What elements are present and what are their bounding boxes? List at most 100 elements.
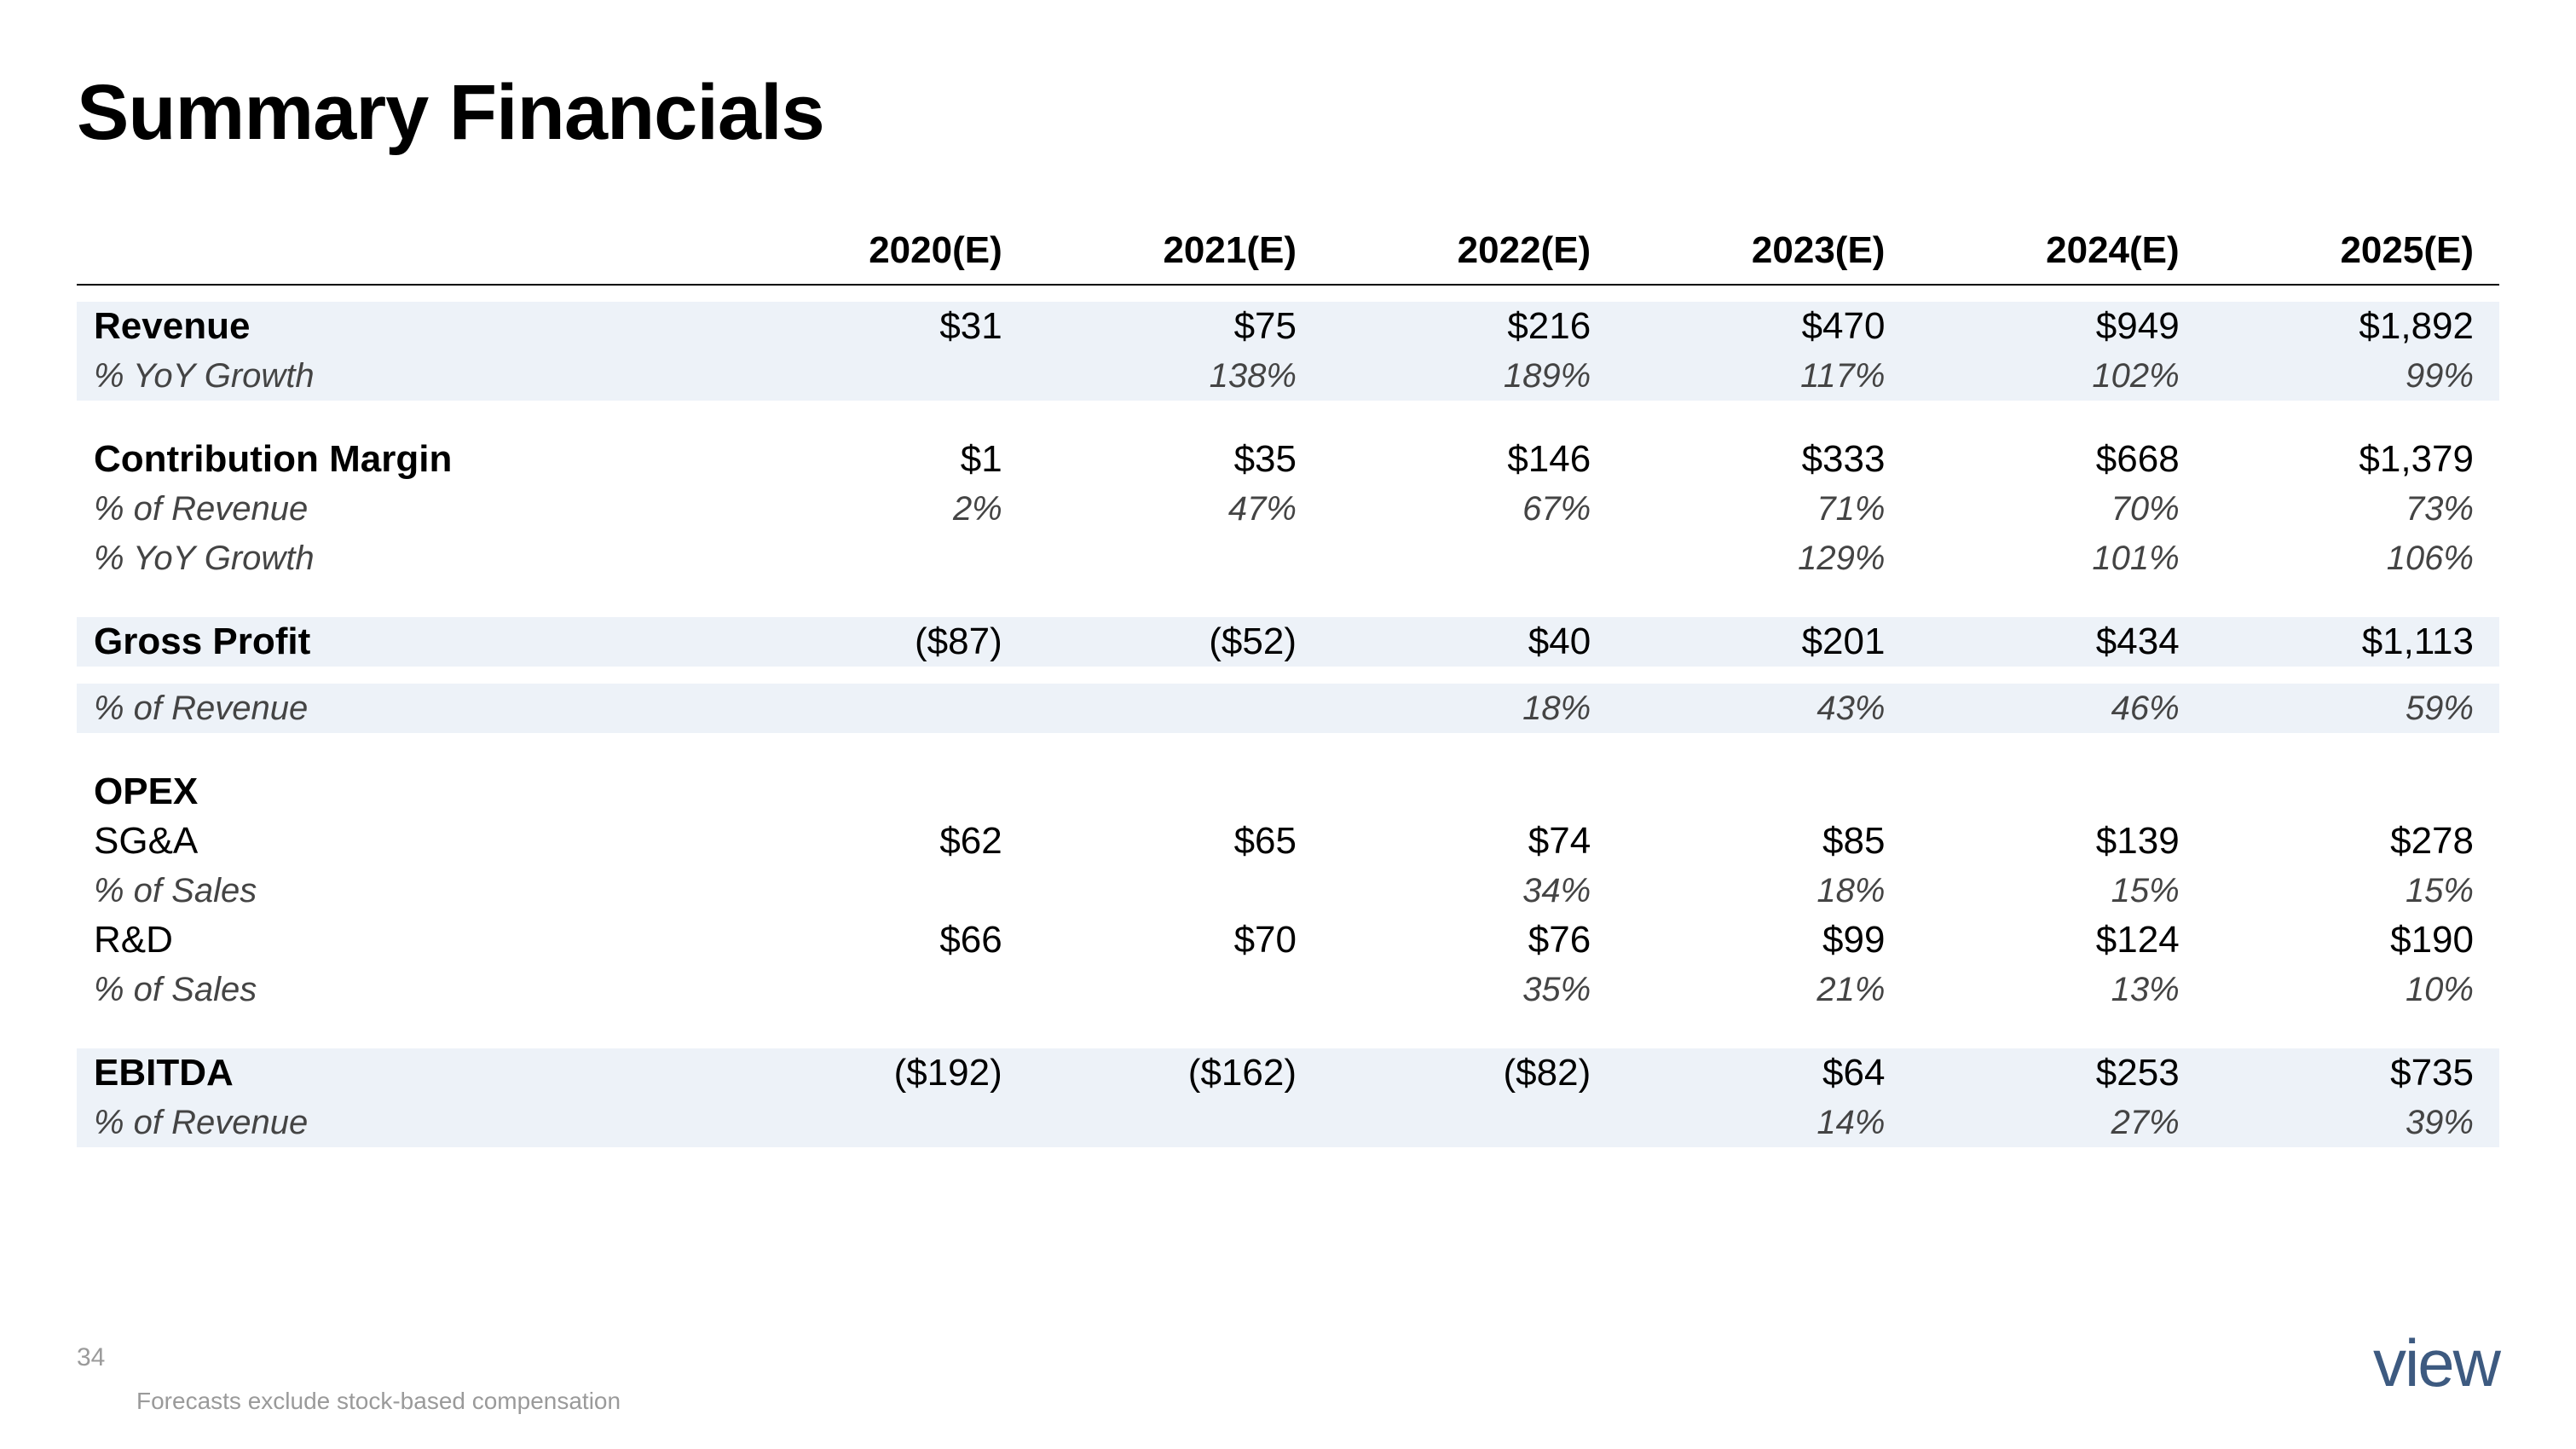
gap-cell [700,484,734,534]
cell-value: 102% [1910,351,2204,401]
gap-cell [700,351,734,401]
cell-value: 106% [2205,534,2499,583]
cell-value: $124 [1910,915,2204,965]
gap-cell [700,435,734,484]
gap-cell [700,817,734,866]
cell-value [1028,965,1322,1014]
cell-value [1028,684,1322,733]
column-header: 2021(E) [1028,217,1322,285]
table-row: Revenue$31$75$216$470$949$1,892 [77,302,2499,351]
row-label: Revenue [77,302,700,351]
cell-value: ($52) [1028,617,1322,667]
cell-value: 46% [1910,684,2204,733]
spacer-cell [77,1014,2499,1048]
cell-value: $66 [734,915,1028,965]
gap-cell [700,965,734,1014]
table-row: % of Revenue2%47%67%71%70%73% [77,484,2499,534]
cell-value: $278 [2205,817,2499,866]
cell-value [1028,534,1322,583]
cell-value: ($192) [734,1048,1028,1098]
table-row: R&D$66$70$76$99$124$190 [77,915,2499,965]
row-label: R&D [77,915,700,965]
row-label: % of Revenue [77,684,700,733]
cell-value: 35% [1322,965,1616,1014]
gap-cell [700,1048,734,1098]
cell-value [2205,767,2499,817]
row-label: % YoY Growth [77,534,700,583]
cell-value: $735 [2205,1048,2499,1098]
cell-value: 47% [1028,484,1322,534]
cell-value [734,351,1028,401]
cell-value: $1,379 [2205,435,2499,484]
cell-value: 18% [1616,866,1910,915]
table-row: % of Sales35%21%13%10% [77,965,2499,1014]
table-row [77,583,2499,617]
cell-value [734,965,1028,1014]
cell-value [734,866,1028,915]
cell-value: 129% [1616,534,1910,583]
cell-value: $434 [1910,617,2204,667]
table-row [77,1014,2499,1048]
cell-value: $668 [1910,435,2204,484]
cell-value: 15% [2205,866,2499,915]
cell-value: 34% [1322,866,1616,915]
column-header: 2025(E) [2205,217,2499,285]
row-label: % YoY Growth [77,351,700,401]
cell-value [1028,866,1322,915]
row-label: % of Revenue [77,484,700,534]
cell-value: $949 [1910,302,2204,351]
spacer-cell [77,733,2499,767]
financials-table: 2020(E) 2021(E) 2022(E) 2023(E) 2024(E) … [77,217,2499,1147]
table-row: Gross Profit($87)($52)$40$201$434$1,113 [77,617,2499,667]
column-header: 2022(E) [1322,217,1616,285]
gap-cell [700,1098,734,1147]
cell-value: 99% [2205,351,2499,401]
cell-value: $76 [1322,915,1616,965]
cell-value [1616,767,1910,817]
row-label: % of Sales [77,866,700,915]
cell-value: $35 [1028,435,1322,484]
column-header: 2020(E) [734,217,1028,285]
cell-value: 43% [1616,684,1910,733]
row-label: Contribution Margin [77,435,700,484]
cell-value [1322,534,1616,583]
cell-value: 14% [1616,1098,1910,1147]
cell-value: $333 [1616,435,1910,484]
spacer-cell [77,667,2499,684]
cell-value: $146 [1322,435,1616,484]
table-row [77,285,2499,302]
cell-value: ($87) [734,617,1028,667]
table-row: SG&A$62$65$74$85$139$278 [77,817,2499,866]
cell-value: $65 [1028,817,1322,866]
gap-cell [700,617,734,667]
cell-value: 18% [1322,684,1616,733]
slide: Summary Financials 2020(E) 2021(E) 2022(… [0,0,2576,1449]
cell-value: 21% [1616,965,1910,1014]
cell-value: $70 [1028,915,1322,965]
cell-value [734,534,1028,583]
row-label: % of Sales [77,965,700,1014]
column-header: 2024(E) [1910,217,2204,285]
table-row: OPEX [77,767,2499,817]
cell-value: $75 [1028,302,1322,351]
table-row [77,733,2499,767]
cell-value [1028,1098,1322,1147]
cell-value: $1 [734,435,1028,484]
spacer-cell [77,401,2499,435]
table-row: % of Revenue18%43%46%59% [77,684,2499,733]
footnote: Forecasts exclude stock-based compensati… [136,1388,621,1415]
cell-value: 138% [1028,351,1322,401]
cell-value: 189% [1322,351,1616,401]
table-row: Contribution Margin $1$35$146$333$668$1,3… [77,435,2499,484]
cell-value: $64 [1616,1048,1910,1098]
table-row: % of Revenue14%27%39% [77,1098,2499,1147]
column-header-gap [700,217,734,285]
cell-value: $31 [734,302,1028,351]
cell-value: $62 [734,817,1028,866]
row-label: SG&A [77,817,700,866]
logo: view [2373,1325,2499,1402]
gap-cell [700,915,734,965]
cell-value: 15% [1910,866,2204,915]
cell-value: ($162) [1028,1048,1322,1098]
cell-value [1322,1098,1616,1147]
